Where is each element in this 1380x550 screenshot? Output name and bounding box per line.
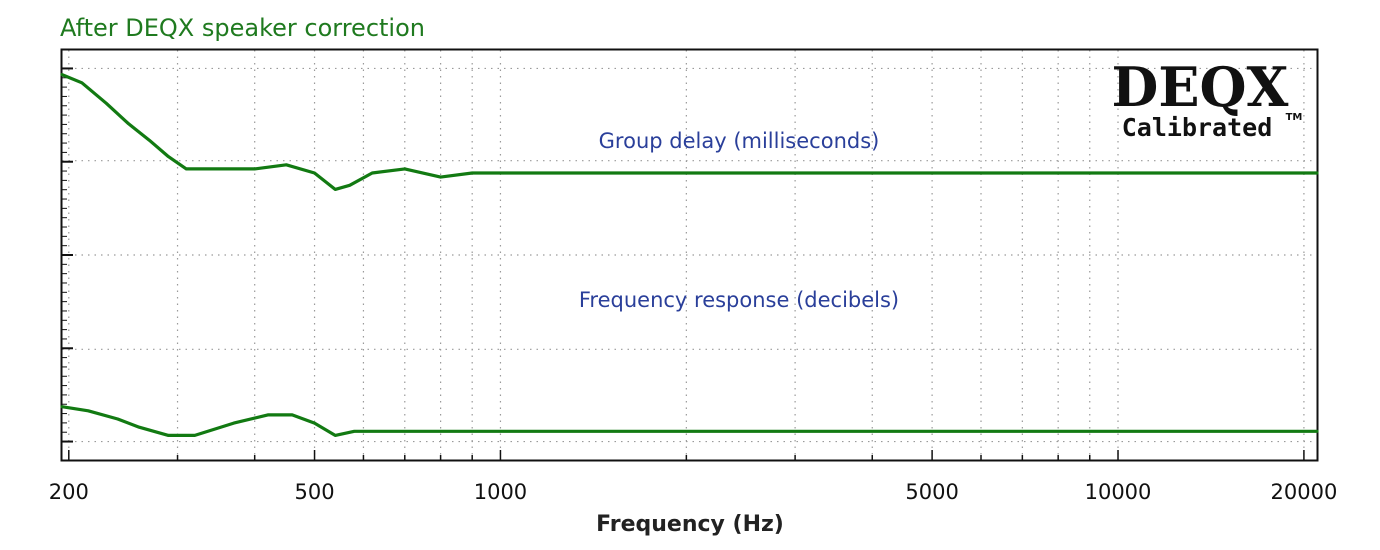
logo-main-text: DEQX: [1112, 55, 1289, 119]
x-tick-label: 200: [49, 480, 89, 504]
annotation-group-delay: Group delay (milliseconds): [599, 129, 880, 153]
logo-tm-text: TM: [1286, 112, 1303, 123]
grid: [62, 50, 1317, 460]
annotation-frequency-response: Frequency response (decibels): [579, 288, 899, 312]
series-lines: [60, 72, 1319, 437]
x-tick-label: 10000: [1085, 480, 1152, 504]
series-line-group-delay: [60, 72, 1319, 191]
x-tick-label: 5000: [905, 480, 958, 504]
logo-sub-text: Calibrated: [1122, 113, 1273, 142]
x-axis-label: Frequency (Hz): [596, 512, 784, 537]
x-tick-label: 500: [294, 480, 334, 504]
deqx-logo: DEQX Calibrated TM: [1112, 55, 1303, 142]
plot-frame: [60, 48, 1319, 462]
series-line-frequency-response: [60, 405, 1319, 437]
x-tick-label: 20000: [1271, 480, 1338, 504]
chart-title: After DEQX speaker correction: [60, 14, 425, 42]
axis-ticks: [62, 67, 1305, 460]
x-tick-labels: 200 500 1000 5000 10000 20000: [49, 480, 1338, 504]
x-tick-label: 1000: [474, 480, 527, 504]
